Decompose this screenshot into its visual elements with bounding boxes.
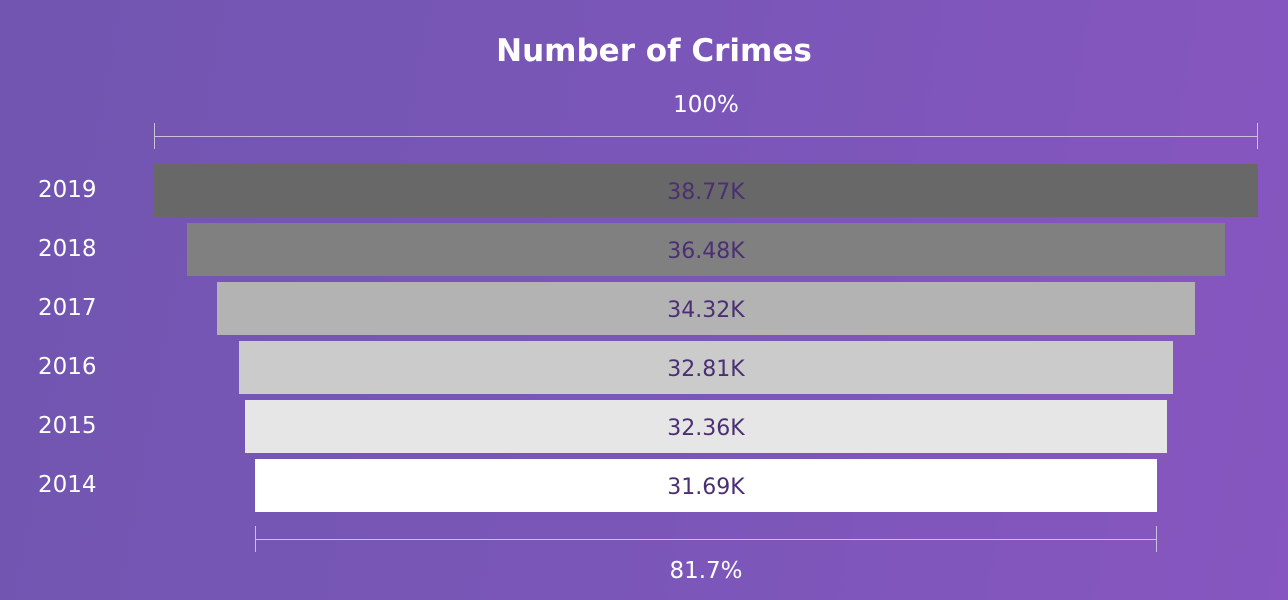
category-label: 2018	[38, 236, 97, 262]
funnel-bar[interactable]	[217, 282, 1195, 335]
funnel-bar[interactable]	[238, 341, 1174, 394]
category-label: 2015	[38, 413, 97, 439]
bottom-bracket-right-tick	[1156, 526, 1158, 552]
bottom-bracket-left-tick	[254, 526, 256, 552]
funnel-bar[interactable]	[254, 459, 1158, 512]
bottom-bracket-line	[254, 539, 1158, 540]
funnel-bar[interactable]	[186, 223, 1226, 276]
category-label: 2014	[38, 472, 97, 498]
bottom-percent-label: 81.7%	[669, 558, 743, 584]
category-label: 2017	[38, 295, 97, 321]
top-bracket-left-tick	[154, 123, 155, 149]
bar-value-label: 36.48K	[667, 239, 745, 264]
category-label: 2016	[38, 354, 97, 380]
top-bracket-right-tick	[1257, 123, 1258, 149]
funnel-bar[interactable]	[154, 164, 1258, 217]
bar-value-label: 32.36K	[667, 416, 745, 441]
chart-title: Number of Crimes	[496, 33, 812, 69]
top-percent-label: 100%	[673, 92, 739, 118]
funnel-bar[interactable]	[245, 400, 1167, 453]
bar-value-label: 34.32K	[667, 298, 745, 323]
top-bracket-line	[154, 136, 1258, 137]
bar-value-label: 32.81K	[667, 357, 745, 382]
bar-value-label: 38.77K	[667, 180, 745, 205]
category-label: 2019	[38, 177, 97, 203]
bar-value-label: 31.69K	[667, 475, 745, 500]
